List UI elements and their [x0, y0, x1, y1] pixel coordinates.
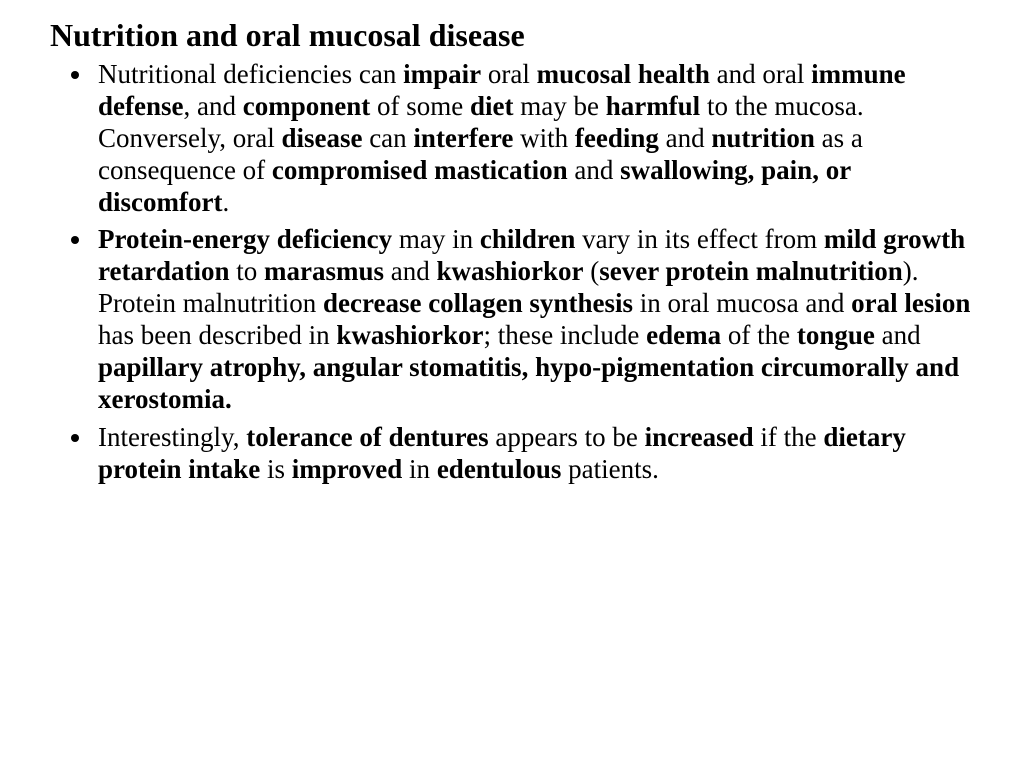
bullet-list: Nutritional deficiencies can impair oral…	[50, 59, 974, 485]
slide-title: Nutrition and oral mucosal disease	[50, 18, 974, 53]
bullet-item: Interestingly, tolerance of dentures app…	[94, 422, 974, 486]
bullet-item: Nutritional deficiencies can impair oral…	[94, 59, 974, 218]
bullet-item: Protein-energy deficiency may in childre…	[94, 224, 974, 415]
slide-content: Nutrition and oral mucosal disease Nutri…	[0, 0, 1024, 485]
